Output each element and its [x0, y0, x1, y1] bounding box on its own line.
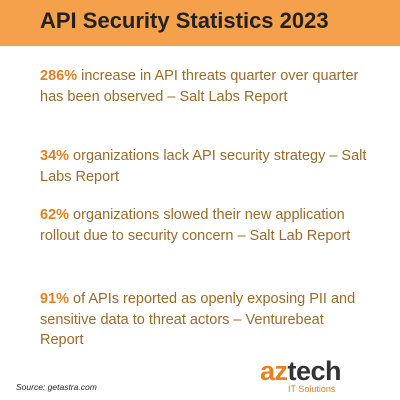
- logo-part-tech: tech: [287, 356, 342, 386]
- stat-text: increase in API threats quarter over qua…: [40, 68, 359, 105]
- stat-text: organizations slowed their new applicati…: [40, 207, 351, 244]
- stat-percent: 91%: [40, 291, 70, 307]
- title-banner: API Security Statistics 2023: [0, 0, 400, 46]
- logo-part-az: az: [260, 356, 288, 386]
- logo-subtitle: IT Solutions: [288, 384, 336, 394]
- stat-text: organizations lack API security strategy…: [40, 148, 367, 185]
- stat-percent: 34%: [40, 148, 70, 164]
- aztech-logo: aztech IT Solutions: [260, 356, 380, 396]
- stat-item-lack-strategy: 34% organizations lack API security stra…: [40, 146, 370, 187]
- source-credit: Source: getastra.com: [16, 382, 97, 392]
- page-title: API Security Statistics 2023: [40, 8, 329, 33]
- stat-item-slowed-rollout: 62% organizations slowed their new appli…: [40, 205, 370, 246]
- stat-percent: 286%: [40, 68, 78, 84]
- stat-text: of APIs reported as openly exposing PII …: [40, 291, 356, 348]
- logo-wordmark: aztech: [260, 356, 342, 386]
- stat-item-threat-increase: 286% increase in API threats quarter ove…: [40, 66, 370, 107]
- stat-item-exposing-pii: 91% of APIs reported as openly exposing …: [40, 289, 370, 351]
- stat-percent: 62%: [40, 207, 70, 223]
